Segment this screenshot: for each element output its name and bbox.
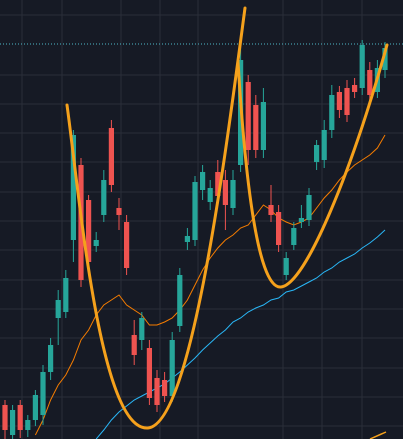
- candle-body: [359, 45, 365, 88]
- candle-body: [367, 70, 373, 95]
- candle-body: [162, 380, 168, 396]
- candle-body: [314, 145, 320, 162]
- candle-body: [124, 222, 130, 268]
- candle-body: [283, 258, 289, 275]
- candle-body: [321, 130, 327, 160]
- candle-body: [25, 420, 31, 430]
- moving-average-line: [95, 229, 386, 439]
- candle-body: [245, 82, 251, 150]
- candle-body: [306, 195, 312, 220]
- candle-body: [63, 278, 69, 312]
- marks: [2, 40, 388, 439]
- candle-body: [352, 85, 358, 92]
- cup-curve: [65, 6, 247, 430]
- candle-body: [260, 102, 266, 150]
- candle-body: [101, 180, 107, 215]
- candle-body: [55, 300, 61, 318]
- candle-body: [344, 88, 350, 115]
- moving-average-line: [34, 134, 386, 436]
- candle-body: [192, 182, 198, 240]
- cup-drawing: [65, 6, 389, 430]
- candle-body: [131, 335, 137, 355]
- cup-curve: [236, 43, 389, 289]
- candle-body: [154, 378, 160, 405]
- candle-body: [2, 405, 8, 430]
- candle-body: [222, 180, 228, 205]
- candle-body: [184, 236, 190, 242]
- candle-body: [215, 172, 221, 196]
- candle-body: [291, 228, 297, 245]
- candle-body: [329, 95, 335, 130]
- candle-body: [200, 172, 206, 190]
- candle-body: [17, 405, 23, 430]
- candle-body: [298, 218, 304, 222]
- candle-body: [146, 348, 152, 398]
- candle-body: [86, 200, 92, 262]
- candle-body: [40, 372, 46, 415]
- candle-body: [177, 275, 183, 326]
- candle-body: [93, 240, 99, 246]
- candle-body: [382, 48, 388, 70]
- candle-body: [139, 318, 145, 340]
- candle-body: [48, 345, 54, 372]
- candle-body: [70, 135, 76, 240]
- candle-body: [169, 340, 175, 396]
- candle-body: [32, 395, 38, 420]
- candle-body: [336, 92, 342, 110]
- candle-body: [108, 128, 114, 185]
- candle-body: [116, 208, 122, 215]
- candle-body: [207, 188, 213, 202]
- candle-body: [268, 205, 274, 215]
- candle-body: [10, 410, 16, 435]
- candle-body: [230, 180, 236, 208]
- trend-line: [369, 431, 387, 439]
- candle-body: [276, 212, 282, 245]
- candle-body: [253, 105, 259, 150]
